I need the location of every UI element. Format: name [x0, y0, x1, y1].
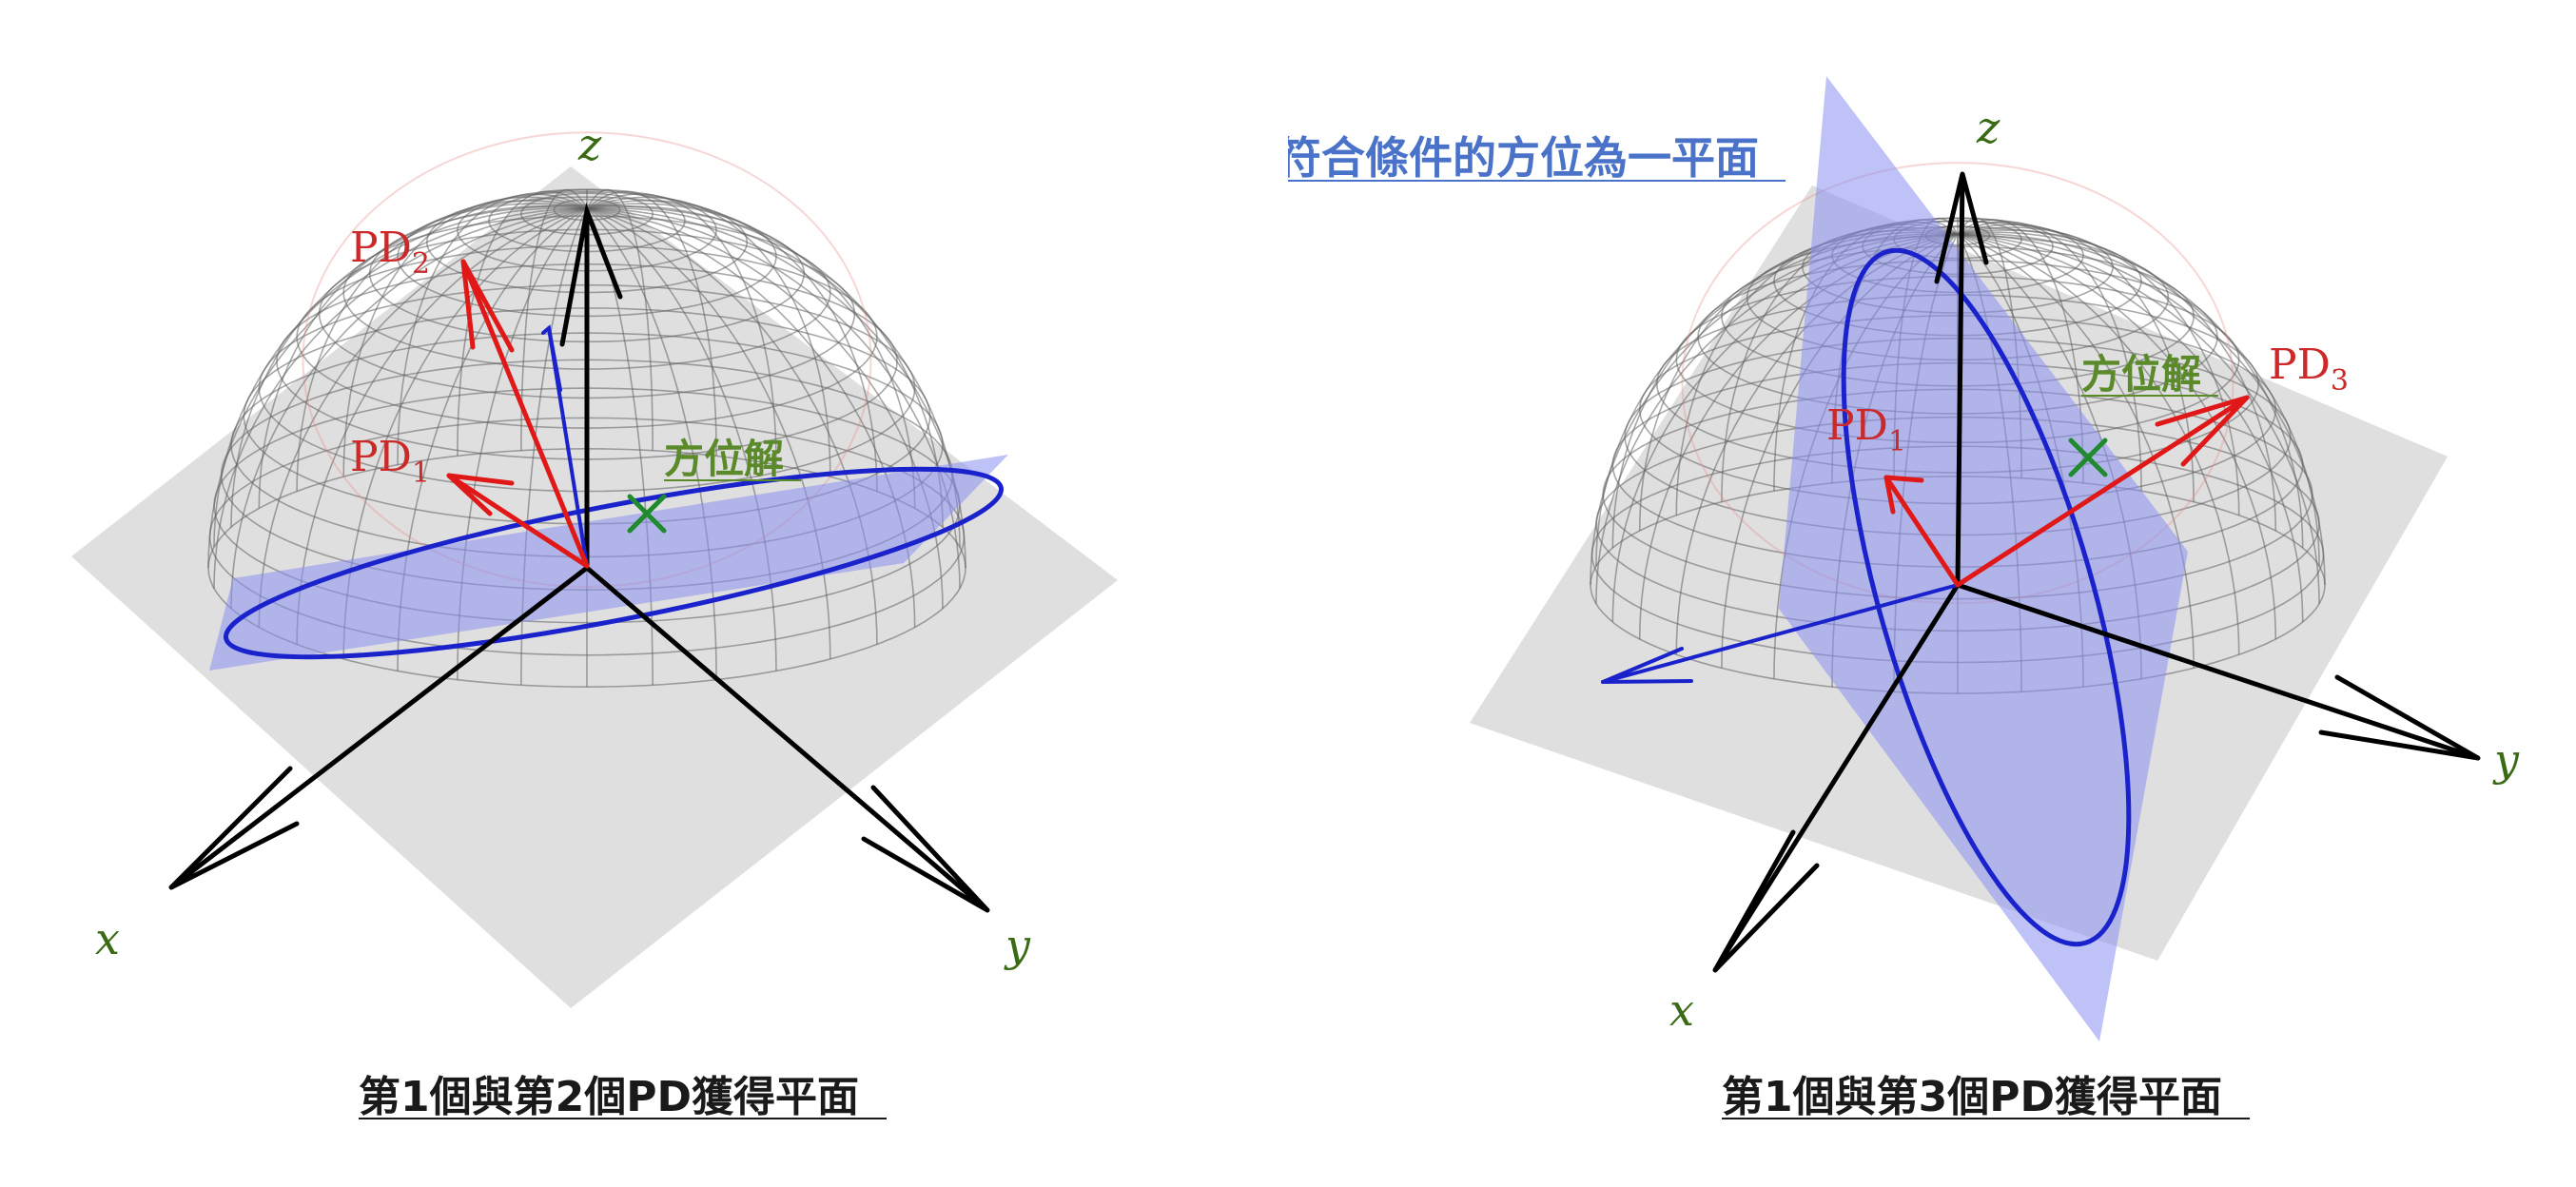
plane-normal-vector [541, 324, 589, 568]
plane-normal-vector [1601, 583, 1960, 684]
sphere-meridian [397, 193, 588, 465]
sphere-meridian [457, 190, 588, 457]
sphere-meridian [1957, 233, 2304, 623]
pd-vector-2 [460, 259, 590, 569]
solution-mark-icon [2068, 438, 2108, 477]
pd2-label: PD2 [350, 224, 430, 281]
right-panel: z x y PD1 PD3 方位解 符合條件的方位為一平面 第1個與第3個PD獲… [1278, 76, 2520, 1121]
sphere-meridian [1957, 226, 2240, 516]
y-axis [584, 565, 990, 913]
pd1-label: PD1 [350, 433, 430, 490]
great-circle [223, 466, 1005, 660]
sphere-meridian [586, 204, 944, 528]
sphere-meridian [1957, 231, 2304, 549]
sphere-meridian [586, 206, 961, 548]
plane-annotation: 符合條件的方位為一平面 [1278, 132, 1759, 184]
sphere-meridian [1957, 233, 2326, 586]
z-axis-label: z [1976, 102, 2000, 153]
x-axis [168, 565, 590, 890]
solution-label: 方位解 [664, 436, 784, 482]
sphere-meridian [213, 207, 588, 589]
x-axis-arrowhead [169, 766, 300, 890]
x-axis-label: x [95, 913, 120, 964]
sphere-meridian [586, 199, 878, 492]
axes [1712, 171, 2481, 973]
sphere-meridian [586, 196, 831, 477]
y-axis [1955, 582, 2481, 761]
sphere-meridian [213, 206, 588, 548]
pd-vector-1 [1883, 475, 1961, 588]
sphere-meridian [586, 203, 916, 509]
sphere-meridian [296, 207, 588, 645]
pd-vector-3 [1955, 395, 2250, 588]
sphere-meridian [1957, 219, 2084, 483]
z-axis-arrowhead [1934, 173, 1989, 284]
y-axis-arrowhead [2318, 674, 2480, 761]
y-axis-label: y [2492, 734, 2520, 786]
sphere-meridian [230, 204, 588, 528]
pd-vector-1 [446, 473, 590, 569]
sphere-meridian [1957, 233, 2240, 655]
z-axis [1955, 171, 1965, 588]
sphere-meridian [342, 196, 588, 477]
axes [168, 202, 990, 913]
solution-mark-icon [627, 494, 667, 534]
solution-label: 方位解 [2081, 351, 2201, 398]
sphere-meridian [586, 188, 654, 451]
great-circle [1841, 247, 2132, 947]
sphere-meridian [586, 193, 777, 465]
solution-plane [209, 455, 1008, 671]
x-axis-arrowhead [1712, 829, 1820, 972]
sphere-meridian [230, 207, 588, 609]
sphere-meridian [258, 203, 588, 509]
x-axis [1712, 582, 1961, 973]
sphere-meridian [258, 207, 588, 628]
right-caption: 第1個與第3個PD獲得平面 [1722, 1073, 2222, 1121]
sphere-meridian [1957, 232, 2320, 567]
z-axis-label: z [577, 119, 602, 170]
sphere-meridian [296, 199, 588, 492]
pd3-label: PD3 [2269, 341, 2349, 398]
left-panel: z x y PD2 PD1 方位解 第1個與第2個PD獲得平面 [71, 119, 1118, 1121]
sphere-meridian [520, 188, 588, 451]
sphere-meridian [586, 190, 717, 457]
pd1-label: PD1 [1826, 401, 1906, 458]
y-axis-label: y [1004, 920, 1031, 971]
solution-plane [1779, 76, 2188, 1041]
y-axis-arrowhead [861, 785, 989, 913]
left-caption: 第1個與第2個PD獲得平面 [359, 1073, 859, 1121]
x-axis-label: x [1669, 984, 1694, 1036]
sphere-meridian [1957, 233, 2277, 640]
z-axis-arrowhead [559, 202, 623, 347]
sphere-meridian [1957, 233, 2320, 604]
sphere-meridian [1957, 221, 2142, 492]
